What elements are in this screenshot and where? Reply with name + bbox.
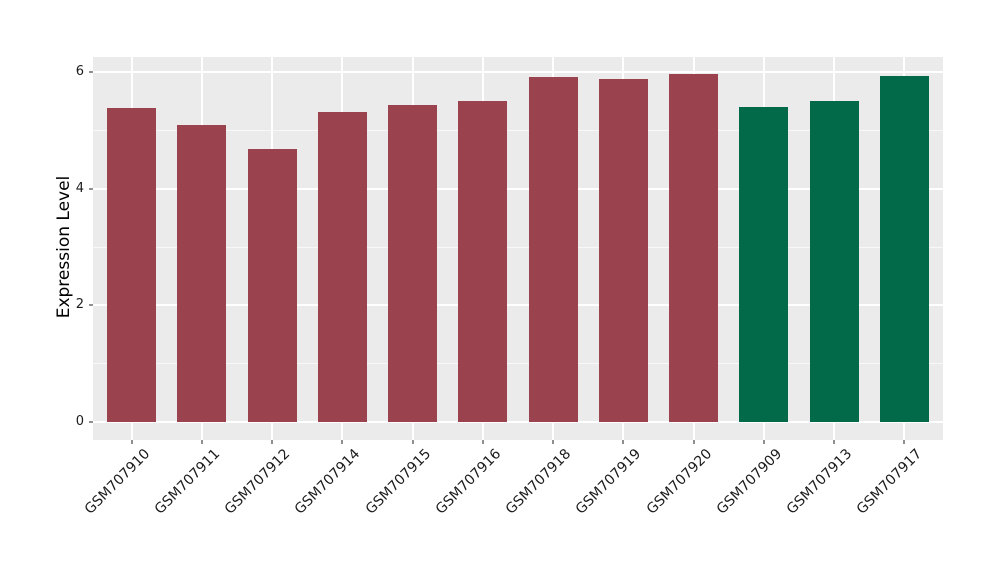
x-tick-label-GSM707911: GSM707911: [151, 446, 224, 518]
bar-GSM707919: [598, 79, 648, 422]
x-tick-mark: [622, 440, 625, 444]
bar-GSM707909: [739, 106, 789, 422]
x-tick-mark: [552, 440, 555, 444]
y-tick-label: 0: [75, 413, 84, 429]
x-tick-mark: [341, 440, 344, 444]
y-tick-mark: [89, 71, 93, 74]
x-tick-label-GSM707910: GSM707910: [81, 446, 153, 518]
x-tick-label-GSM707917: GSM707917: [854, 446, 926, 518]
bar-GSM707912: [247, 148, 297, 422]
x-tick-mark: [271, 440, 274, 444]
y-tick-mark: [89, 187, 93, 190]
bar-GSM707911: [177, 125, 227, 422]
y-major-gridline: [93, 187, 943, 190]
y-tick-label: 6: [75, 64, 84, 80]
x-tick-mark: [762, 440, 765, 444]
x-tick-mark: [481, 440, 484, 444]
bar-GSM707917: [879, 76, 929, 422]
y-tick-label: 2: [75, 297, 84, 313]
y-major-gridline: [93, 304, 943, 307]
bar-GSM707916: [458, 100, 508, 422]
x-tick-mark: [903, 440, 906, 444]
x-tick-label-GSM707909: GSM707909: [713, 446, 786, 518]
x-tick-label-GSM707914: GSM707914: [292, 446, 364, 518]
x-tick-label-GSM707912: GSM707912: [221, 446, 294, 518]
y-minor-gridline: [93, 246, 943, 248]
x-tick-mark: [833, 440, 836, 444]
x-tick-mark: [692, 440, 695, 444]
x-tick-mark: [200, 440, 203, 444]
bar-GSM707915: [388, 104, 438, 422]
x-tick-label-GSM707920: GSM707920: [643, 446, 715, 518]
x-tick-label-GSM707918: GSM707918: [502, 446, 575, 518]
x-tick-label-GSM707916: GSM707916: [432, 446, 505, 518]
bar-GSM707920: [669, 74, 719, 422]
y-tick-label: 4: [75, 180, 84, 196]
x-tick-mark: [130, 440, 133, 444]
x-tick-label-GSM707919: GSM707919: [573, 446, 645, 518]
x-tick-mark: [411, 440, 414, 444]
y-major-gridline: [93, 71, 943, 74]
y-tick-mark: [89, 420, 93, 423]
bar-GSM707914: [317, 111, 367, 422]
bar-GSM707913: [809, 100, 859, 422]
bar-GSM707918: [528, 77, 578, 422]
plot-panel: [93, 57, 943, 440]
x-tick-label-GSM707915: GSM707915: [362, 446, 434, 518]
y-minor-gridline: [93, 129, 943, 131]
bar-GSM707910: [107, 107, 157, 422]
y-major-gridline: [93, 420, 943, 423]
x-tick-label-GSM707913: GSM707913: [783, 446, 856, 518]
y-minor-gridline: [93, 363, 943, 365]
y-tick-mark: [89, 304, 93, 307]
